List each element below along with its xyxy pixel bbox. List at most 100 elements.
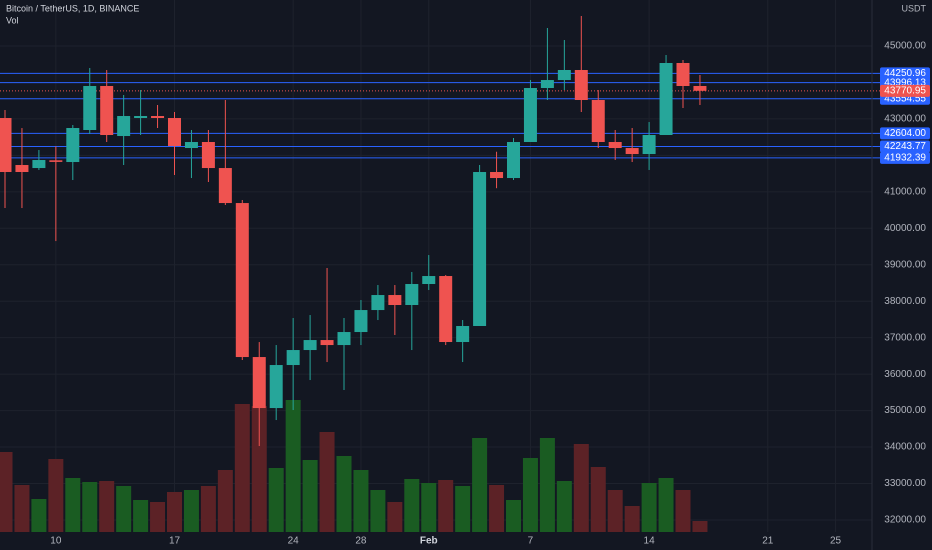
y-tick-label: 43000.00 xyxy=(884,114,926,125)
candle-body xyxy=(422,276,436,285)
volume-title: Vol xyxy=(6,15,19,25)
volume-bar xyxy=(472,438,488,532)
candle-body xyxy=(507,142,520,179)
level-label: 43996.13 xyxy=(884,77,926,88)
candle-body xyxy=(608,142,622,149)
x-tick-label: 24 xyxy=(288,536,300,547)
volume-bar xyxy=(251,406,267,532)
candle-body xyxy=(490,172,504,179)
x-tick-label: 21 xyxy=(762,536,774,547)
levels xyxy=(0,72,880,159)
volume-bar xyxy=(336,456,352,532)
volume-bar xyxy=(692,521,708,532)
currency-label: USDT xyxy=(902,3,927,13)
candle-body xyxy=(66,128,80,163)
y-tick-label: 41000.00 xyxy=(884,186,926,197)
volume-bar xyxy=(370,490,386,532)
volume-bar xyxy=(183,490,199,532)
last-price-label: 43770.95 xyxy=(884,85,926,96)
candle-body xyxy=(574,70,588,101)
level-label: 43554.55 xyxy=(884,93,926,104)
candle-body xyxy=(371,295,385,311)
y-tick-label: 32000.00 xyxy=(884,515,926,526)
volume-bar xyxy=(65,478,81,532)
candle-body xyxy=(269,365,283,409)
candle-body xyxy=(134,116,148,119)
candle-body xyxy=(439,276,453,343)
candles xyxy=(0,16,707,447)
level-label: 41932.39 xyxy=(884,152,926,163)
candle-body xyxy=(591,100,605,143)
candle-body xyxy=(557,70,571,81)
volume-bar xyxy=(234,404,250,532)
volume-bar xyxy=(607,490,623,532)
candle-body xyxy=(405,284,419,306)
candle-body xyxy=(523,88,537,143)
last-price-bg xyxy=(880,84,930,97)
candle-body xyxy=(320,340,334,346)
level-label-bg xyxy=(880,67,930,80)
candle-body xyxy=(473,172,487,327)
volume-bar xyxy=(489,485,505,532)
volume-bar xyxy=(48,459,64,532)
volume-bar xyxy=(31,499,47,532)
y-tick-label: 36000.00 xyxy=(884,369,926,380)
candle-body xyxy=(676,63,690,87)
level-label: 42243.77 xyxy=(884,141,926,152)
candle-body xyxy=(49,160,63,162)
level-label-bg xyxy=(880,127,930,140)
volume-bar xyxy=(268,468,284,532)
volume-bar xyxy=(522,458,538,532)
y-tick-label: 37000.00 xyxy=(884,332,926,343)
volume-bar xyxy=(675,490,691,532)
chart-title: Bitcoin / TetherUS, 1D, BINANCE xyxy=(6,3,139,13)
volume-bar xyxy=(590,467,606,532)
candle-body xyxy=(456,326,470,343)
volume-bar xyxy=(404,479,420,532)
y-tick-label: 38000.00 xyxy=(884,296,926,307)
volume-bar xyxy=(658,478,674,532)
x-tick-label: 7 xyxy=(528,536,534,547)
volume-bar xyxy=(150,502,166,532)
volume-bar xyxy=(421,483,437,532)
volume-bar xyxy=(200,486,216,532)
candle-body xyxy=(388,295,402,306)
y-tick-label: 34000.00 xyxy=(884,442,926,453)
candle-body xyxy=(83,86,97,131)
x-tick-label: 14 xyxy=(644,536,656,547)
volume-bar xyxy=(302,460,318,532)
volume-bar xyxy=(133,500,149,532)
volume-pane xyxy=(0,400,708,532)
y-tick-label: 33000.00 xyxy=(884,478,926,489)
level-label: 42604.00 xyxy=(884,128,926,139)
y-tick-label: 40000.00 xyxy=(884,223,926,234)
volume-bar xyxy=(0,452,13,532)
level-label-bg xyxy=(880,151,930,164)
candle-body xyxy=(32,160,46,169)
x-tick-label: Feb xyxy=(420,536,438,547)
volume-bar xyxy=(217,470,233,532)
volume-bar xyxy=(319,432,335,532)
volume-bar xyxy=(285,400,301,532)
candle-body xyxy=(168,118,181,147)
candle-body xyxy=(100,86,114,136)
level-label: 44250.96 xyxy=(884,68,926,79)
candle-body xyxy=(642,135,656,155)
candle-body xyxy=(659,63,673,136)
y-tick-label: 39000.00 xyxy=(884,259,926,270)
volume-bar xyxy=(167,492,182,532)
candle-body xyxy=(117,116,131,137)
volume-bar xyxy=(624,506,640,532)
candle-body xyxy=(540,80,554,89)
volume-bar xyxy=(573,444,589,532)
volume-bar xyxy=(14,485,30,532)
volume-bar xyxy=(353,470,369,532)
axis: 32000.00 33000.00 34000.00 35000.00 36000.00… xyxy=(50,0,930,550)
volume-bar xyxy=(82,482,98,532)
volume-bar xyxy=(438,480,454,532)
volume-bar xyxy=(116,486,132,532)
volume-bar xyxy=(556,481,572,532)
volume-bar xyxy=(387,502,403,532)
